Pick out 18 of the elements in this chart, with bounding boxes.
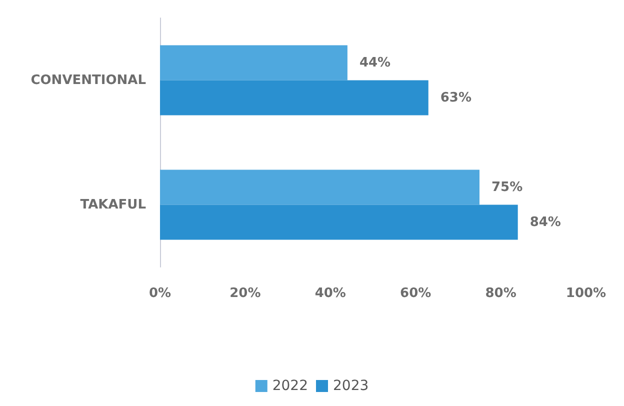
x-tick-label: 80% [485, 286, 516, 301]
x-tick-label: 0% [148, 286, 172, 301]
x-tick-label: 40% [314, 286, 346, 301]
legend-label: 2022 [272, 378, 308, 394]
x-tick-label: 100% [566, 286, 606, 301]
x-tick-label: 60% [400, 286, 432, 301]
data-label: 75% [492, 180, 523, 195]
legend-label: 2023 [333, 378, 369, 394]
data-label: 84% [530, 214, 561, 230]
bar [160, 80, 428, 116]
data-label: 63% [440, 90, 472, 106]
y-tick-label: TAKAFUL [80, 197, 146, 212]
data-label: 44% [359, 55, 391, 70]
bar [160, 170, 480, 205]
bar [160, 45, 348, 80]
bar [160, 204, 518, 240]
x-tick-label: 20% [230, 286, 261, 301]
y-tick-label: CONVENTIONAL [30, 72, 146, 88]
